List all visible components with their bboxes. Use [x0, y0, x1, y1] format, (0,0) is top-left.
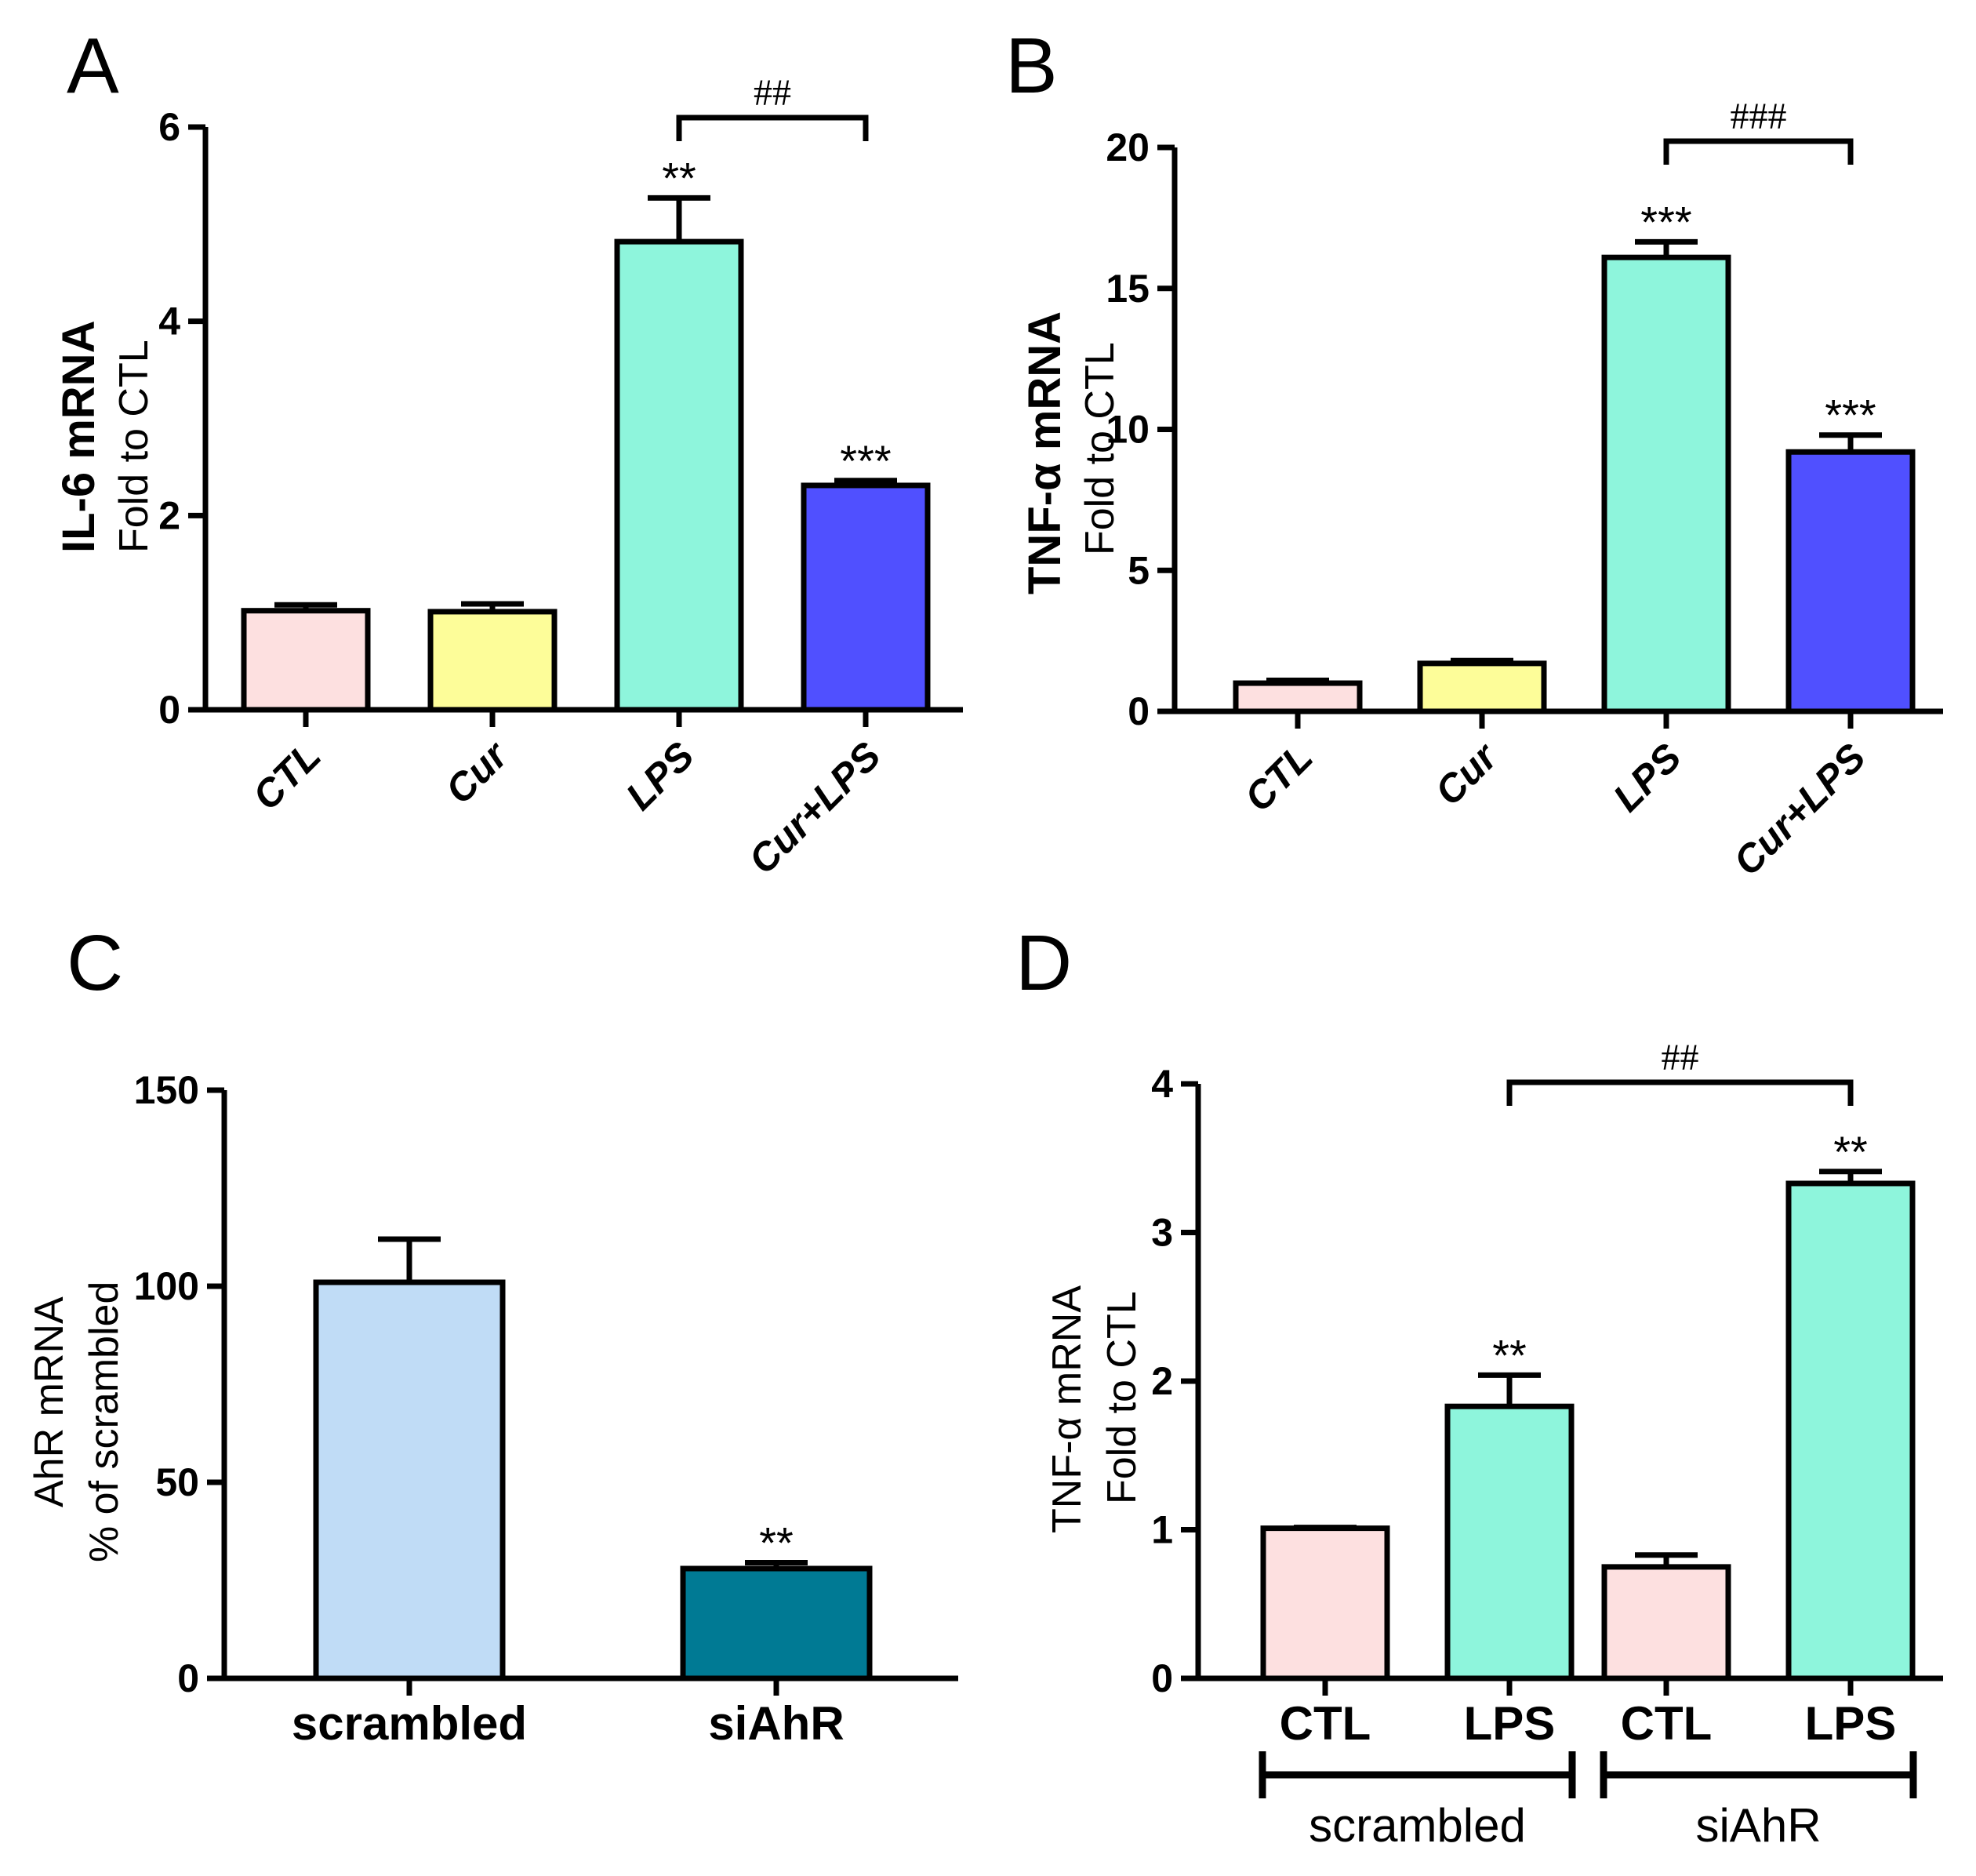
panel-b-y-tick-label: 20: [1106, 125, 1150, 169]
panel-b-bracket-label: ###: [1731, 96, 1787, 137]
panel-b-plot: 0 5 10 15 20 CTL Cur *** LPS *** Cur+LPS ###: [1106, 96, 1943, 884]
panel-b-y-tick-label: 5: [1128, 548, 1150, 592]
panel-a-category-label: Cur+LPS: [740, 733, 889, 882]
panel-c: C AhR mRNA % of scrambled 0 50 100 150 scram…: [27, 919, 958, 1750]
panel-d-group-label: scrambled: [1309, 1799, 1526, 1852]
panel-d-significance: **: [1492, 1330, 1527, 1380]
panel-b-y-tick-label: 0: [1128, 689, 1150, 733]
panel-b-bar: [1785, 449, 1916, 714]
panel-letter-d: D: [1015, 919, 1072, 1007]
panel-d-bar: [1601, 1564, 1731, 1681]
panel-d-category-label: CTL: [1280, 1697, 1371, 1750]
panel-c-ylabel-main: AhR mRNA: [27, 1296, 72, 1507]
panel-b-bar: [1417, 660, 1547, 714]
panel-d-y-tick-label: 0: [1151, 1656, 1173, 1700]
panel-c-category-label: siAhR: [708, 1697, 844, 1750]
panel-b-category-label: LPS: [1604, 735, 1689, 820]
panel-a-significance: **: [662, 153, 696, 202]
panel-a-bar: [427, 609, 558, 713]
panel-a-plot: 0 2 4 6 CTL Cur ** LPS *** Cur+LPS ##: [158, 72, 963, 882]
panel-d-category-label: CTL: [1621, 1697, 1713, 1750]
panel-c-significance: **: [759, 1518, 794, 1568]
panel-a-category-label: CTL: [244, 733, 329, 818]
panel-b-ylabel-sub: Fold to CTL: [1077, 342, 1123, 555]
panel-a-y-tick-label: 6: [158, 105, 180, 149]
panel-c-category-label: scrambled: [292, 1697, 527, 1750]
panel-a-y-tick-label: 4: [158, 300, 180, 344]
panel-a-bar: [241, 608, 371, 713]
panel-b-category-label: Cur+LPS: [1725, 735, 1874, 884]
panel-b-y-tick-label: 10: [1106, 408, 1150, 452]
panel-b: B TNF-α mRNA Fold to CTL 0 5 10 15 20 CTL Cur *…: [1005, 22, 1943, 884]
panel-d-y-tick-label: 1: [1151, 1508, 1173, 1552]
panel-b-category-label: Cur: [1426, 733, 1506, 813]
panel-c-bar: [680, 1565, 873, 1681]
panel-d-plot: 0 1 2 3 4 CTL ** LPS CTL ** LPS ## scrambled siAhR: [1151, 1037, 1943, 1852]
panel-c-plot: 0 50 100 150 scrambled ** siAhR: [134, 1068, 958, 1750]
panel-a-ylabel-sub: Fold to CTL: [111, 340, 157, 553]
panel-a: A IL-6 mRNA Fold to CTL 0 2 4 6 CTL Cur ** LPS *…: [53, 22, 963, 882]
panel-d-group-label: siAhR: [1695, 1799, 1821, 1852]
panel-d-y-tick-label: 3: [1151, 1211, 1173, 1255]
panel-a-ylabel-main: IL-6 mRNA: [53, 321, 104, 553]
panel-d-y-tick-label: 4: [1151, 1062, 1173, 1106]
panel-b-y-tick-label: 15: [1106, 267, 1150, 311]
panel-d-bar: [1785, 1180, 1916, 1681]
panel-a-significance: ***: [840, 436, 891, 485]
panel-a-comparison-bracket: [676, 115, 869, 141]
panel-b-comparison-bracket: [1663, 138, 1854, 165]
panel-c-bar: [313, 1279, 506, 1681]
panel-a-category-label: Cur: [437, 732, 517, 812]
panel-letter-b: B: [1005, 22, 1058, 110]
panel-c-y-tick-label: 100: [134, 1264, 199, 1308]
panel-a-y-tick-label: 2: [158, 493, 180, 537]
panel-b-ylabel-main: TNF-α mRNA: [1019, 311, 1070, 594]
panel-d-y-tick-label: 2: [1151, 1359, 1173, 1403]
panel-letter-a: A: [67, 22, 119, 110]
panel-b-significance: ***: [1640, 197, 1691, 246]
panel-c-y-tick-label: 50: [155, 1460, 199, 1504]
panel-d-ylabel-sub: Fold to CTL: [1099, 1291, 1145, 1504]
panel-b-bar: [1601, 254, 1731, 714]
panel-d-bar: [1444, 1403, 1575, 1681]
panel-c-ylabel-sub: % of scrambled: [82, 1282, 127, 1562]
panel-d: D TNF-α mRNA Fold to CTL 0 1 2 3 4 CTL ** LPS CT…: [1015, 919, 1943, 1852]
panel-d-group-bracket: [1600, 1751, 1917, 1798]
panel-d-bracket-label: ##: [1662, 1037, 1699, 1078]
panel-a-bracket-label: ##: [754, 72, 791, 114]
panel-c-y-tick-label: 0: [177, 1656, 199, 1700]
panel-letter-c: C: [67, 919, 123, 1007]
panel-d-ylabel-main: TNF-α mRNA: [1044, 1285, 1090, 1533]
panel-a-category-label: LPS: [617, 733, 702, 818]
panel-d-comparison-bracket: [1506, 1079, 1854, 1106]
panel-d-category-label: LPS: [1464, 1697, 1556, 1750]
panel-a-bar: [614, 238, 744, 713]
panel-a-y-tick-label: 0: [158, 688, 180, 732]
panel-a-bar: [801, 482, 931, 713]
panel-b-bar: [1233, 680, 1363, 714]
panel-d-group-bracket: [1259, 1751, 1576, 1798]
panel-d-category-label: LPS: [1805, 1697, 1897, 1750]
panel-c-y-tick-label: 150: [134, 1068, 199, 1112]
panel-b-significance: ***: [1825, 391, 1876, 440]
panel-d-significance: **: [1833, 1127, 1868, 1176]
panel-b-category-label: CTL: [1236, 735, 1320, 820]
panel-d-bar: [1260, 1525, 1390, 1681]
